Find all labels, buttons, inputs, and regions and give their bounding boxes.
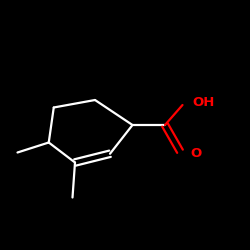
Text: OH: OH: [192, 96, 215, 109]
Text: O: O: [190, 147, 201, 160]
